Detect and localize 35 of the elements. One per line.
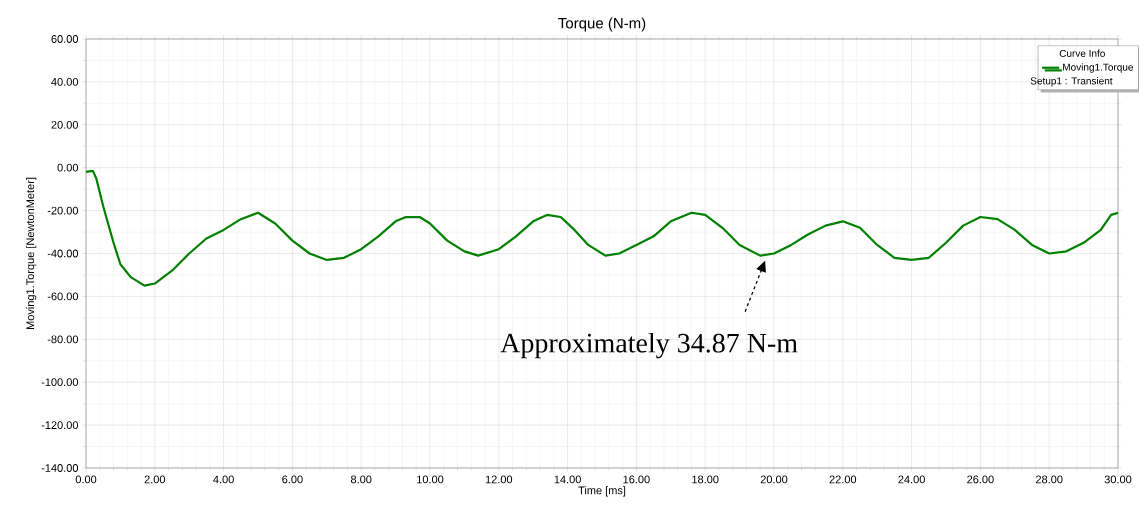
- x-tick-label: 30.00: [1104, 475, 1132, 484]
- y-tick-label: 60.00: [51, 35, 79, 43]
- x-tick-label: 18.00: [692, 475, 719, 484]
- x-tick-label: 6.00: [282, 475, 303, 484]
- x-tick-label: 8.00: [350, 475, 372, 484]
- legend-title: Curve Info: [1059, 49, 1105, 57]
- legend-label: Moving1.Torque: [1063, 63, 1133, 73]
- x-tick-label: 16.00: [623, 475, 650, 484]
- x-tick-label: 0.00: [75, 475, 97, 484]
- y-tick-label: -100.00: [41, 378, 79, 387]
- chart-title: Torque (N-m): [558, 17, 646, 32]
- y-tick-label: -120.00: [41, 421, 79, 429]
- y-tick-label: 20.00: [51, 120, 79, 129]
- y-tick-label: 0.00: [57, 163, 79, 172]
- x-tick-label: 26.00: [967, 475, 994, 484]
- x-tick-label: 24.00: [898, 475, 925, 484]
- x-tick-label: 14.00: [554, 475, 581, 484]
- x-tick-label: 12.00: [485, 475, 513, 484]
- x-tick-label: 22.00: [829, 475, 857, 484]
- y-tick-label: -80.00: [47, 335, 79, 344]
- annotation: Setup1 : Transient: [1030, 77, 1113, 87]
- x-tick-label: 10.00: [417, 475, 444, 484]
- y-tick-label: -140.00: [41, 464, 79, 472]
- x-tick-label: 4.00: [213, 475, 234, 484]
- x-axis-title: Time [ms]: [578, 486, 626, 497]
- x-tick-label: 28.00: [1035, 475, 1063, 484]
- line-series: [86, 169, 1118, 287]
- y-tick-label: 40.00: [51, 78, 79, 86]
- x-tick-label: 2.00: [144, 475, 166, 484]
- y-tick-label: -60.00: [47, 292, 79, 301]
- x-tick-label: 20.00: [760, 475, 788, 484]
- y-tick-label: -40.00: [47, 249, 79, 258]
- y-axis-title: Moving1.Torque [NewtonMeter]: [26, 177, 37, 330]
- annotation: Approximately 34.87 N-m: [500, 332, 798, 359]
- y-tick-label: -20.00: [47, 206, 79, 215]
